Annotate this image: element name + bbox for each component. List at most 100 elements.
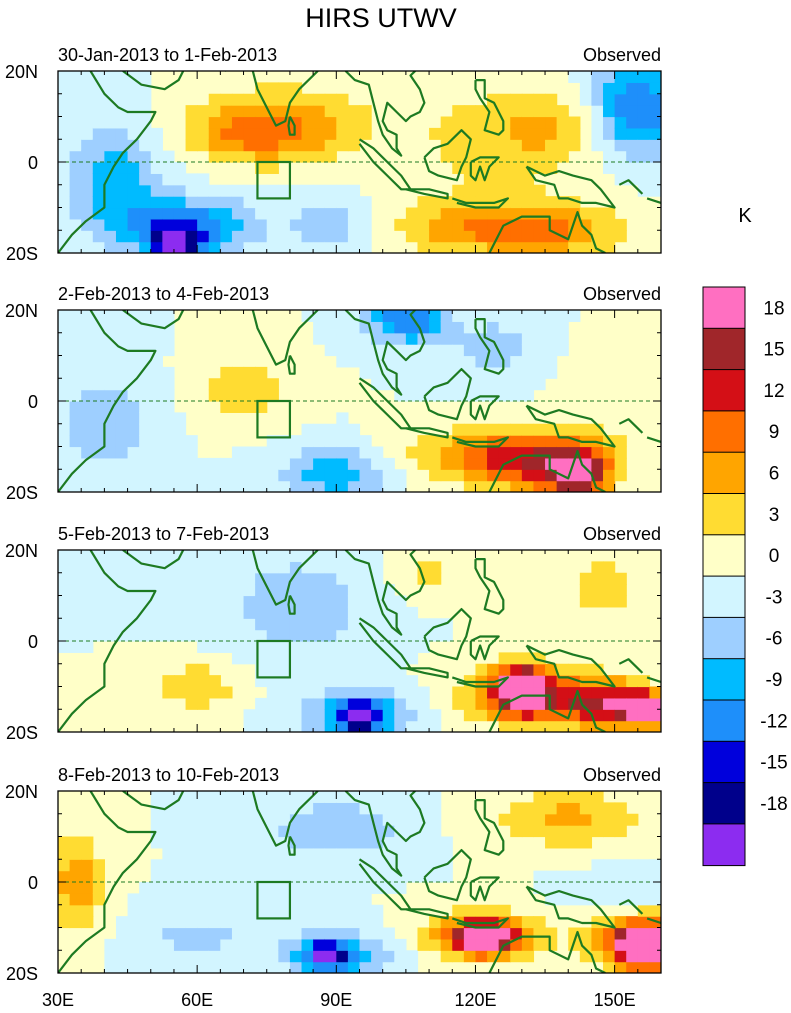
field-cell <box>243 618 256 631</box>
field-cell <box>521 355 535 368</box>
field-cell <box>591 127 604 140</box>
field-cell <box>231 196 245 209</box>
field-cell <box>452 150 465 163</box>
coastline <box>344 791 426 877</box>
field-cell <box>139 127 152 140</box>
field-cell <box>197 870 210 883</box>
panel-period: 30-Jan-2013 to 1-Feb-2013 <box>58 45 277 65</box>
field-cell <box>266 389 279 402</box>
field-cell <box>463 686 477 699</box>
field-cell <box>208 893 221 906</box>
field-cell <box>394 686 407 699</box>
field-cell <box>115 116 129 129</box>
field-cell <box>127 401 140 413</box>
field-cell <box>139 230 152 243</box>
field-cell <box>150 446 163 459</box>
coastline <box>405 908 449 920</box>
field-cell <box>289 825 303 838</box>
field-cell <box>336 641 349 653</box>
field-cell <box>463 310 477 322</box>
coastline <box>488 211 606 253</box>
field-cell <box>301 859 314 872</box>
field-cell <box>649 686 661 699</box>
field-cell <box>521 389 535 402</box>
field-cell <box>382 457 395 470</box>
field-cell <box>150 595 163 608</box>
coastline <box>344 310 426 396</box>
field-cell <box>69 904 82 917</box>
field-cell <box>521 184 535 197</box>
field-cell <box>626 139 639 152</box>
field-cell <box>324 606 337 619</box>
field-cell <box>104 423 117 436</box>
field-cell <box>313 230 326 243</box>
field-cell <box>405 218 419 231</box>
field-cell <box>266 435 279 448</box>
field-cell <box>556 720 569 732</box>
field-cell <box>545 480 558 492</box>
field-cell <box>347 675 361 688</box>
field-cell <box>336 321 349 334</box>
field-cell <box>545 366 558 379</box>
field-cell <box>591 230 604 243</box>
panel-type-label: Observed <box>583 765 661 785</box>
field-cell <box>324 950 337 963</box>
field-cell <box>162 606 175 619</box>
field-cell <box>301 836 314 849</box>
field-cell <box>162 150 175 163</box>
field-cell <box>591 82 604 95</box>
field-cell <box>220 950 233 963</box>
field-cell <box>371 686 384 699</box>
field-cell <box>498 332 511 345</box>
field-cell <box>115 550 129 562</box>
field-cell <box>220 584 233 597</box>
field-cell <box>498 173 511 186</box>
field-cell <box>603 802 616 815</box>
field-cell <box>498 378 511 391</box>
field-cell <box>545 162 558 174</box>
field-cell <box>92 139 105 152</box>
field-cell <box>220 241 233 253</box>
field-cell <box>545 469 558 482</box>
field-cell <box>440 332 453 345</box>
field-cell <box>185 469 198 482</box>
field-cell <box>313 127 326 140</box>
colorbar-cell <box>702 369 746 412</box>
field-cell <box>255 595 268 608</box>
field-cell <box>115 961 129 973</box>
field-cell <box>382 870 395 883</box>
field-cell <box>463 173 477 186</box>
field-cell <box>243 469 256 482</box>
field-cell <box>173 173 187 186</box>
field-cell <box>336 709 349 722</box>
field-cell <box>637 697 651 710</box>
field-cell <box>533 184 546 197</box>
field-cell <box>394 675 407 688</box>
field-cell <box>614 230 627 243</box>
field-cell <box>266 457 279 470</box>
field-cell <box>626 961 639 973</box>
field-cell <box>104 412 117 425</box>
field-cell <box>278 82 291 95</box>
field-cell <box>417 686 430 699</box>
field-cell <box>185 595 198 608</box>
field-cell <box>301 435 314 448</box>
field-cell <box>58 344 71 357</box>
field-cell <box>452 457 465 470</box>
field-cell <box>556 882 569 894</box>
field-cell <box>150 127 163 140</box>
field-cell <box>139 366 152 379</box>
field-cell <box>510 139 523 152</box>
field-cell <box>81 344 94 357</box>
field-cell <box>591 469 604 482</box>
field-cell <box>475 207 488 220</box>
field-cell <box>382 813 395 826</box>
field-cell <box>185 457 198 470</box>
field-cell <box>579 836 593 849</box>
field-cell <box>579 813 593 826</box>
field-cell <box>278 572 291 585</box>
field-cell <box>150 196 163 209</box>
field-cell <box>579 870 593 883</box>
field-cell <box>347 927 361 940</box>
